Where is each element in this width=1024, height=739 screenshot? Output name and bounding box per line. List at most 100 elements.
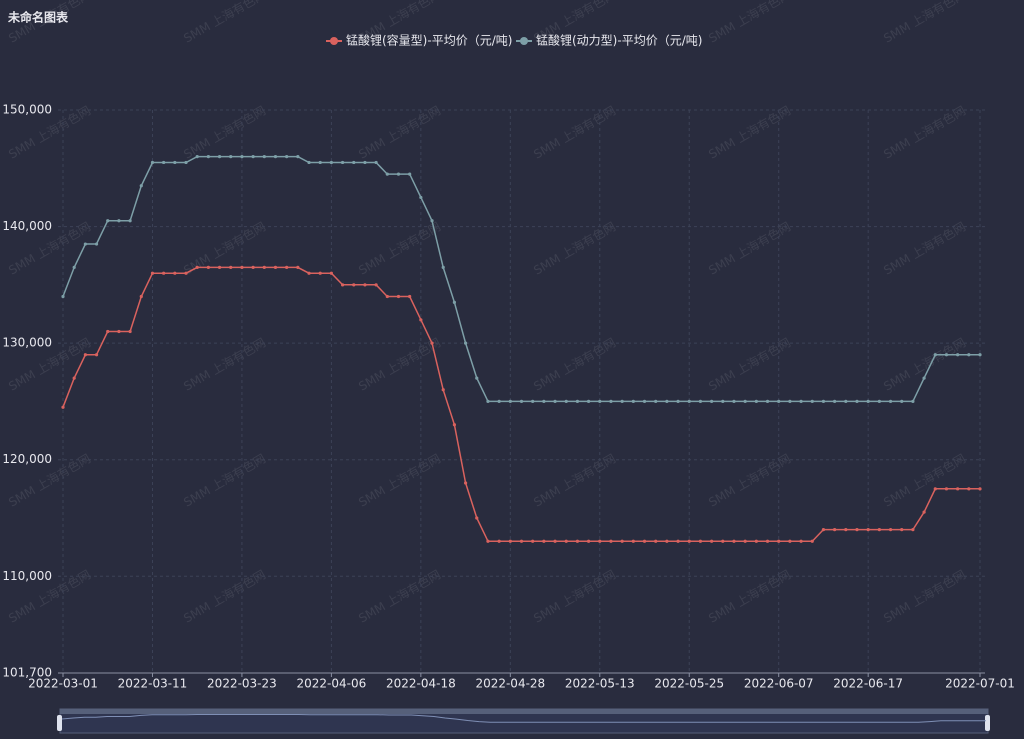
data-point bbox=[642, 539, 647, 543]
x-tick-label: 2022-05-25 bbox=[654, 677, 724, 691]
data-point bbox=[396, 172, 401, 176]
data-point bbox=[329, 271, 333, 275]
data-point bbox=[609, 539, 613, 543]
data-point bbox=[810, 399, 814, 404]
data-point bbox=[240, 265, 244, 269]
data-point bbox=[967, 353, 971, 357]
x-tick-label: 2022-04-28 bbox=[475, 677, 545, 691]
data-point bbox=[285, 265, 289, 269]
data-zoom[interactable] bbox=[57, 708, 990, 734]
legend[interactable]: 锰酸锂(容量型)-平均价（元/吨) 锰酸锂(动力型)-平均价（元/吨) bbox=[326, 33, 702, 48]
data-point bbox=[788, 399, 792, 404]
data-point bbox=[877, 399, 881, 404]
data-point bbox=[150, 271, 155, 275]
data-point bbox=[162, 160, 166, 165]
data-point bbox=[710, 539, 714, 543]
data-point bbox=[944, 487, 949, 491]
data-point bbox=[251, 265, 255, 269]
data-point bbox=[799, 539, 803, 543]
x-tick-label: 2022-03-11 bbox=[118, 677, 188, 691]
data-point bbox=[866, 528, 870, 532]
data-point bbox=[642, 399, 647, 404]
data-point bbox=[956, 487, 960, 491]
data-point bbox=[598, 399, 602, 404]
y-tick-label: 130,000 bbox=[2, 336, 52, 350]
data-point bbox=[106, 219, 110, 223]
data-point bbox=[452, 300, 457, 304]
data-point bbox=[463, 341, 468, 345]
data-point bbox=[184, 160, 188, 165]
data-point bbox=[721, 539, 725, 543]
data-point bbox=[240, 155, 244, 159]
data-point bbox=[72, 376, 76, 380]
data-point bbox=[620, 539, 624, 543]
data-point bbox=[430, 341, 434, 345]
data-point bbox=[273, 265, 278, 269]
data-point bbox=[61, 405, 65, 409]
x-tick-label: 2022-06-17 bbox=[833, 677, 903, 691]
data-point bbox=[933, 487, 937, 491]
data-point bbox=[195, 265, 199, 269]
data-point bbox=[810, 539, 814, 543]
data-point bbox=[318, 160, 322, 165]
data-point bbox=[855, 399, 859, 404]
data-point bbox=[821, 399, 826, 404]
data-point bbox=[139, 294, 143, 299]
data-point bbox=[486, 399, 490, 404]
data-point bbox=[654, 539, 658, 543]
data-point bbox=[687, 399, 691, 404]
y-tick-label: 140,000 bbox=[2, 219, 52, 233]
data-point bbox=[162, 271, 166, 275]
x-tick-label: 2022-03-23 bbox=[207, 677, 277, 691]
data-point bbox=[441, 265, 445, 269]
data-point bbox=[978, 353, 982, 357]
data-point bbox=[206, 155, 210, 159]
data-point bbox=[139, 184, 143, 188]
data-point bbox=[217, 265, 222, 269]
legend-item[interactable]: 锰酸锂(动力型)-平均价（元/吨) bbox=[516, 33, 702, 48]
zoom-handle[interactable] bbox=[57, 715, 62, 731]
data-point bbox=[519, 399, 524, 404]
grid: 101,700 110,000 120,000 130,000 140,000 150,0… bbox=[2, 103, 1015, 691]
legend-item[interactable]: 锰酸锂(容量型)-平均价（元/吨) bbox=[326, 33, 512, 48]
data-point bbox=[586, 539, 591, 543]
data-point bbox=[542, 399, 546, 404]
data-point bbox=[83, 353, 87, 357]
data-point bbox=[128, 219, 132, 223]
y-tick-label: 120,000 bbox=[2, 452, 52, 466]
data-point bbox=[296, 265, 300, 269]
data-point bbox=[631, 399, 635, 404]
data-point bbox=[844, 528, 848, 532]
x-tick-label: 2022-03-01 bbox=[28, 677, 98, 691]
data-point bbox=[396, 294, 401, 299]
data-point bbox=[743, 539, 747, 543]
data-point bbox=[631, 539, 635, 543]
x-tick-label: 2022-04-18 bbox=[386, 677, 456, 691]
data-point bbox=[609, 399, 613, 404]
data-point bbox=[385, 294, 389, 299]
data-point bbox=[564, 539, 568, 543]
data-point bbox=[430, 219, 434, 223]
data-point bbox=[844, 399, 848, 404]
data-point bbox=[408, 172, 412, 176]
data-point bbox=[61, 294, 65, 299]
data-point bbox=[508, 399, 512, 404]
data-point bbox=[754, 539, 758, 543]
zoom-bar[interactable] bbox=[60, 709, 988, 714]
data-point bbox=[765, 399, 770, 404]
zoom-handle[interactable] bbox=[985, 715, 990, 731]
data-point bbox=[173, 160, 177, 165]
data-point bbox=[698, 399, 703, 404]
data-point bbox=[888, 528, 893, 532]
data-point bbox=[106, 329, 110, 334]
data-point bbox=[799, 399, 803, 404]
data-point bbox=[978, 487, 982, 491]
data-point bbox=[285, 155, 289, 159]
legend-label: 锰酸锂(动力型)-平均价（元/吨) bbox=[536, 33, 702, 48]
data-point bbox=[340, 283, 345, 287]
data-point bbox=[676, 399, 680, 404]
data-point bbox=[352, 283, 356, 287]
data-point bbox=[765, 539, 770, 543]
